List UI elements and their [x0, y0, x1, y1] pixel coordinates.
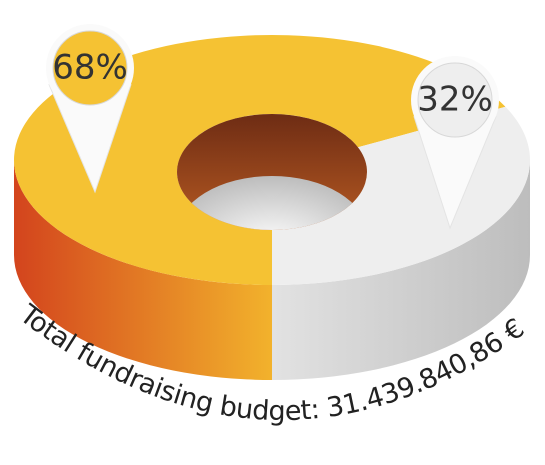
slice-side: [272, 160, 530, 380]
pin-dot: [52, 30, 128, 106]
value-label: 32%: [417, 80, 493, 120]
pin: 68%: [46, 24, 134, 194]
slice-top: [14, 35, 506, 285]
donut: [14, 35, 530, 380]
hole-floor: [177, 176, 367, 230]
hole: [177, 114, 367, 230]
pins: 68% 32%: [46, 24, 499, 230]
pin-dot: [417, 62, 493, 138]
value-label: 68%: [52, 48, 128, 88]
pin: 32%: [411, 56, 499, 230]
slice-side: [14, 160, 272, 380]
